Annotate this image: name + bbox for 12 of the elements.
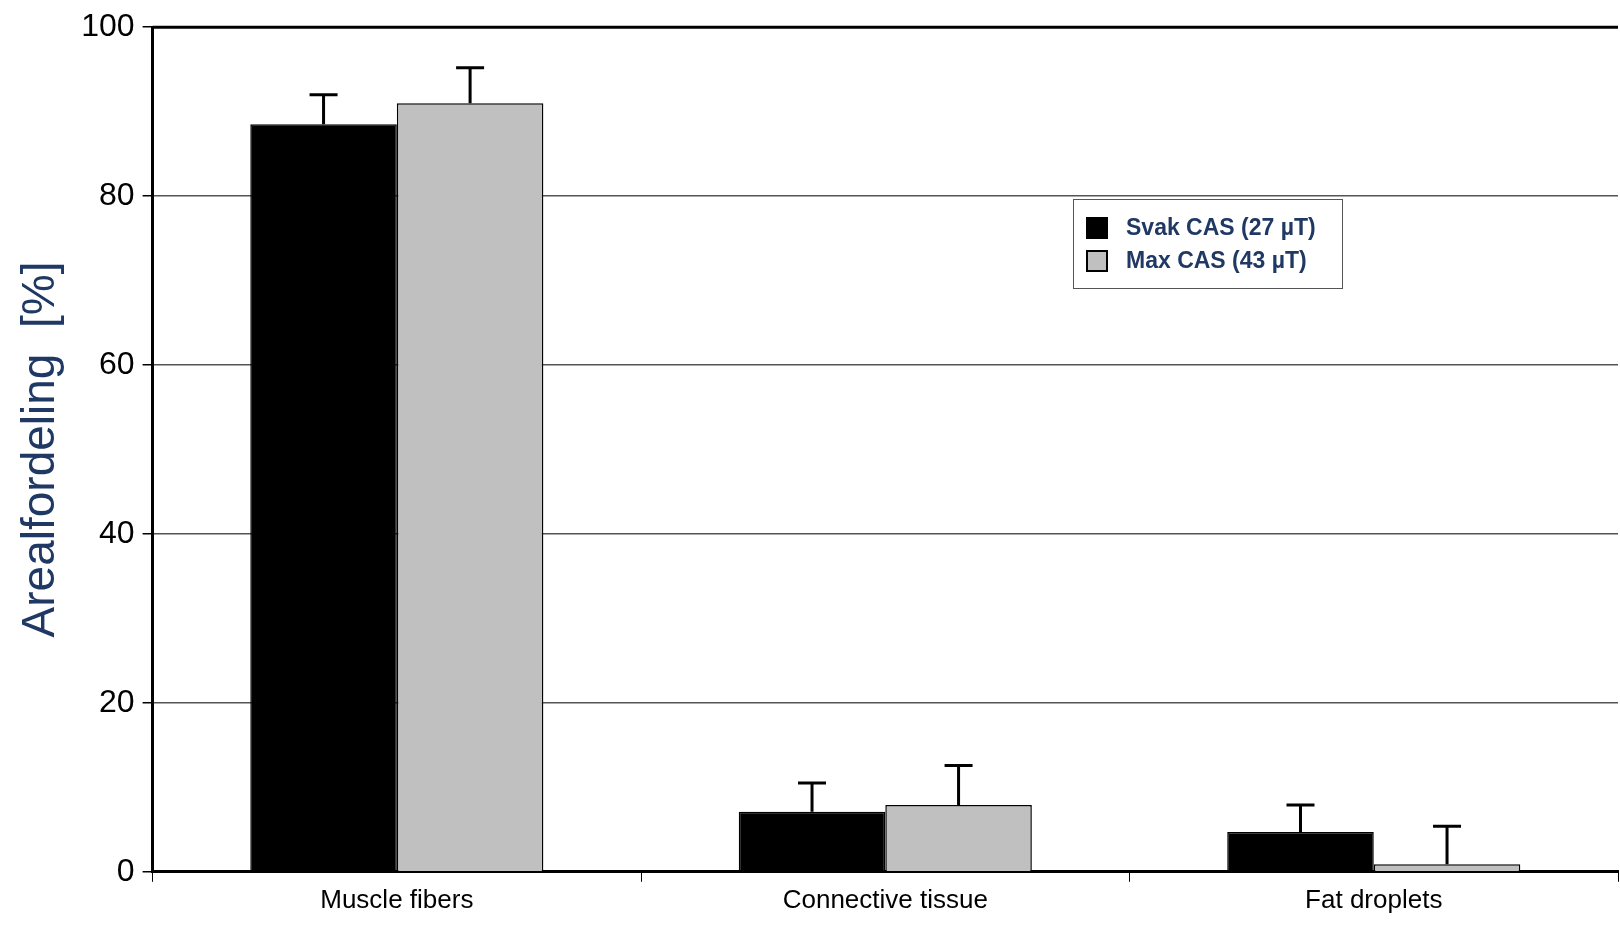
- x-tick-label: Muscle fibers: [320, 883, 474, 914]
- x-tick-label: Fat droplets: [1305, 883, 1443, 914]
- legend-label: Svak CAS (27 µT): [1126, 214, 1316, 242]
- x-tick-label: Connective tissue: [782, 883, 988, 914]
- y-tick-label: 0: [116, 851, 135, 888]
- y-tick-label: 20: [99, 682, 135, 719]
- y-axis-title: Arealfordeling [%]: [12, 261, 65, 638]
- legend-label: Max CAS (43 µT): [1126, 247, 1307, 275]
- y-tick-label: 80: [99, 175, 135, 212]
- y-tick-label: 40: [99, 513, 135, 550]
- y-tick-label: 100: [81, 7, 135, 44]
- y-tick-label: 60: [99, 344, 135, 381]
